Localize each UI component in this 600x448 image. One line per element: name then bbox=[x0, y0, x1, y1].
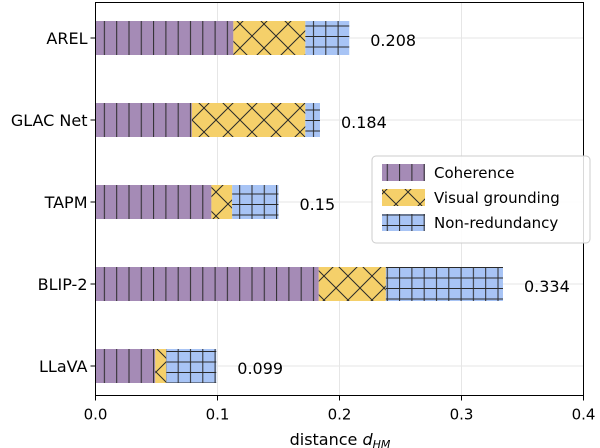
bar-segment bbox=[95, 349, 156, 383]
x-tick-label: 0.4 bbox=[572, 406, 596, 424]
bar-hatch bbox=[95, 267, 319, 301]
total-value-label: 0.099 bbox=[237, 359, 283, 378]
legend-box bbox=[371, 155, 591, 244]
legend: Coherence Visual grounding Non-redundancy bbox=[371, 155, 591, 244]
category-label: TAPM bbox=[44, 193, 88, 212]
bar-segment bbox=[232, 185, 279, 219]
legend-item: Visual grounding bbox=[382, 189, 560, 207]
bar-hatch bbox=[95, 349, 156, 383]
bar-segment bbox=[233, 21, 306, 55]
total-value-label: 0.15 bbox=[300, 195, 336, 214]
total-value-label: 0.208 bbox=[370, 31, 416, 50]
x-axis-title-var: d bbox=[362, 430, 373, 448]
legend-swatch-hatch bbox=[382, 164, 425, 181]
bar-segment bbox=[191, 103, 306, 137]
total-value-label: 0.184 bbox=[341, 113, 387, 132]
bar-hatch bbox=[166, 349, 217, 383]
bar-hatch bbox=[385, 267, 503, 301]
category-label: GLAC Net bbox=[11, 111, 88, 130]
bars bbox=[95, 21, 503, 383]
bar-segment bbox=[211, 185, 233, 219]
bar-hatch bbox=[95, 185, 212, 219]
x-tick-label: 0.3 bbox=[450, 406, 474, 424]
bar-segment bbox=[95, 103, 192, 137]
legend-swatch-hatch bbox=[382, 189, 425, 206]
x-axis-title: distance dHM bbox=[290, 430, 391, 448]
bar-segment bbox=[155, 349, 167, 383]
category-label: BLIP-2 bbox=[38, 275, 88, 294]
legend-label: Visual grounding bbox=[434, 189, 560, 207]
legend-item: Non-redundancy bbox=[382, 214, 558, 232]
x-axis-title-main: distance bbox=[290, 430, 363, 448]
legend-label: Coherence bbox=[434, 164, 514, 182]
bar-segment bbox=[318, 267, 386, 301]
category-label: LLaVA bbox=[39, 357, 88, 376]
bar-segment bbox=[95, 267, 319, 301]
bar-segment bbox=[95, 21, 234, 55]
bar-hatch bbox=[318, 267, 386, 301]
x-tick-label: 0.2 bbox=[328, 406, 352, 424]
bar-hatch bbox=[95, 21, 234, 55]
bar-segment bbox=[95, 185, 212, 219]
x-axis-title-sub: HM bbox=[373, 438, 391, 448]
legend-swatch-hatch bbox=[382, 214, 425, 231]
x-tick-label: 0.1 bbox=[206, 406, 230, 424]
bar-hatch bbox=[232, 185, 279, 219]
bar-hatch bbox=[95, 103, 192, 137]
bar-hatch bbox=[211, 185, 233, 219]
bar-hatch bbox=[305, 21, 350, 55]
legend-item: Coherence bbox=[382, 164, 514, 182]
legend-label: Non-redundancy bbox=[434, 214, 558, 232]
x-tick-label: 0.0 bbox=[84, 406, 108, 424]
bar-segment bbox=[305, 103, 320, 137]
bar-segment bbox=[166, 349, 217, 383]
labels: 0.0 0.1 0.2 0.3 0.4 AREL 0.208 GLAC Net 0.184 TAP… bbox=[11, 29, 596, 424]
bar-segment bbox=[305, 21, 350, 55]
total-value-label: 0.334 bbox=[524, 277, 570, 296]
bar-segment bbox=[385, 267, 503, 301]
category-label: AREL bbox=[46, 29, 87, 48]
bar-hatch bbox=[155, 349, 167, 383]
bar-hatch bbox=[305, 103, 320, 137]
bar-hatch bbox=[233, 21, 306, 55]
bar-hatch bbox=[191, 103, 306, 137]
